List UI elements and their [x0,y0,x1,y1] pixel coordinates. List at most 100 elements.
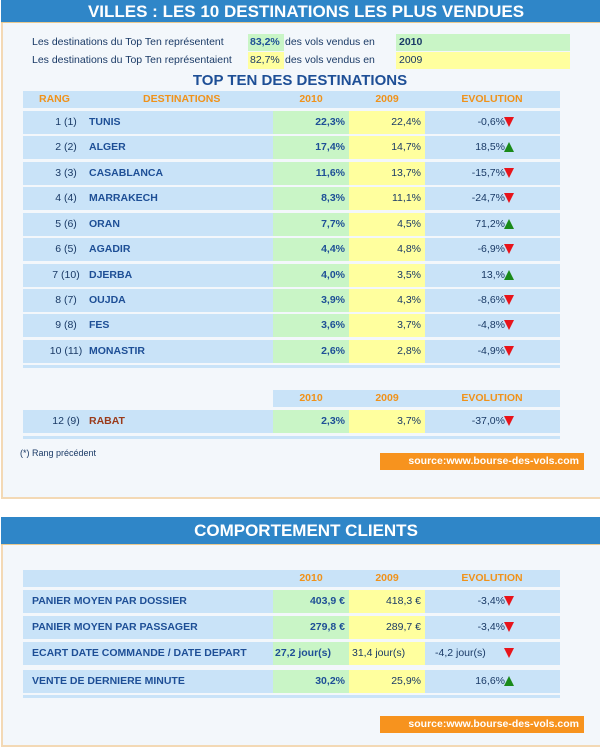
header-2010: 2010 [299,392,323,404]
value-2009: 3,5% [349,264,425,287]
source-link[interactable]: source:www.bourse-des-vols.com [380,716,584,733]
summary-year: 2009 [396,52,570,69]
source-link[interactable]: source:www.bourse-des-vols.com [380,453,584,470]
extra-table-header: 2010 2009 EVOLUTION [273,390,560,407]
header-evolution: EVOLUTION [461,392,523,404]
summary-label: Les destinations du Top Ten représentent [32,36,224,48]
trend-down-icon [504,622,514,632]
value-2009: 3,7% [349,410,425,433]
panel-title: VILLES : LES 10 DESTINATIONS LES PLUS VE… [1,0,600,23]
evolution: 18,5% [475,141,505,153]
summary-year: 2010 [396,34,570,51]
trend-down-icon [504,346,514,356]
summary-mid: des vols vendus en [285,36,375,48]
evolution: -4,8% [477,319,505,331]
value-2010: 2,3% [273,410,349,433]
value-2009: 2,8% [349,340,425,363]
metric-label: ECART DATE COMMANDE / DATE DEPART [32,647,247,659]
rank: 7 (10) [52,269,80,281]
header-2010: 2010 [299,93,323,105]
table-row: VENTE DE DERNIERE MINUTE 30,2% 25,9% 16,… [23,670,560,693]
table-divider [23,436,560,439]
evolution: -37,0% [471,415,505,427]
table-row: ECART DATE COMMANDE / DATE DEPART 27,2 j… [23,642,560,665]
header-2009: 2009 [375,572,399,584]
destination: OUJDA [89,294,126,306]
header-destinations: DESTINATIONS [143,93,221,105]
rank: 8 (7) [55,294,77,306]
evolution: 13,% [481,269,505,281]
value-2009: 14,7% [349,136,425,159]
value-2010: 8,3% [273,187,349,210]
header-evolution: EVOLUTION [461,93,523,105]
destination: TUNIS [89,116,121,128]
trend-down-icon [504,596,514,606]
metric-label: VENTE DE DERNIERE MINUTE [32,675,185,687]
evolution: -4,9% [477,345,505,357]
metric-label: PANIER MOYEN PAR PASSAGER [32,621,198,633]
evolution: -4,2 jour(s) [435,647,486,659]
table-row: PANIER MOYEN PAR DOSSIER 403,9 € 418,3 €… [23,590,560,613]
rank: 1 (1) [55,116,77,128]
evolution: 16,6% [475,675,505,687]
destination: RABAT [89,415,125,427]
table-divider [23,695,560,698]
table-row: 8 (7) OUJDA 3,9% 4,3% -8,6% [23,289,560,312]
value-2010: 30,2% [273,670,349,693]
section-title: TOP TEN DES DESTINATIONS [192,72,408,89]
value-2009: 4,3% [349,289,425,312]
destination: ORAN [89,218,120,230]
destination: CASABLANCA [89,167,164,179]
table-header: RANG DESTINATIONS 2010 2009 EVOLUTION [23,91,560,108]
table-row: PANIER MOYEN PAR PASSAGER 279,8 € 289,7 … [23,616,560,639]
trend-down-icon [504,416,514,426]
evolution: -3,4% [477,595,505,607]
rank: 2 (2) [55,141,77,153]
summary-mid: des vols vendus en [285,54,375,66]
value-2009: 4,8% [349,238,425,261]
value-2010: 17,4% [273,136,349,159]
table-row: 4 (4) MARRAKECH 8,3% 11,1% -24,7% [23,187,560,210]
rank: 3 (3) [55,167,77,179]
table-row: 5 (6) ORAN 7,7% 4,5% 71,2% [23,213,560,236]
rank: 10 (11) [49,345,83,357]
metric-label: PANIER MOYEN PAR DOSSIER [32,595,187,607]
summary-label: Les destinations du Top Ten représentaie… [32,54,232,66]
rank: 12 (9) [52,415,80,427]
value-2010: 4,4% [273,238,349,261]
destination: MONASTIR [89,345,145,357]
header-evolution: EVOLUTION [461,572,523,584]
table-row: 1 (1) TUNIS 22,3% 22,4% -0,6% [23,111,560,134]
trend-up-icon [504,219,514,229]
evolution: 71,2% [475,218,505,230]
value-2009: 22,4% [349,111,425,134]
rank: 5 (6) [55,218,77,230]
trend-down-icon [504,648,514,658]
header-rang: RANG [39,93,70,105]
evolution: -15,7% [471,167,505,179]
value-2010: 279,8 € [273,616,349,639]
value-2009: 418,3 € [349,590,425,613]
header-2009: 2009 [375,93,399,105]
trend-down-icon [504,193,514,203]
header-2009: 2009 [375,392,399,404]
destination: DJERBA [89,269,133,281]
table-row: 2 (2) ALGER 17,4% 14,7% 18,5% [23,136,560,159]
value-2009: 31,4 jour(s) [349,642,425,665]
table-divider [23,365,560,368]
trend-down-icon [504,117,514,127]
evolution: -3,4% [477,621,505,633]
trend-up-icon [504,270,514,280]
footnote: (*) Rang précédent [20,448,97,458]
destination: MARRAKECH [89,192,158,204]
value-2010: 4,0% [273,264,349,287]
header-2010: 2010 [299,572,323,584]
value-2009: 13,7% [349,162,425,185]
trend-down-icon [504,295,514,305]
destination: ALGER [89,141,126,153]
trend-down-icon [504,168,514,178]
evolution: -24,7% [471,192,505,204]
table-row: 9 (8) FES 3,6% 3,7% -4,8% [23,314,560,337]
destination: AGADIR [89,243,131,255]
value-2010: 22,3% [273,111,349,134]
